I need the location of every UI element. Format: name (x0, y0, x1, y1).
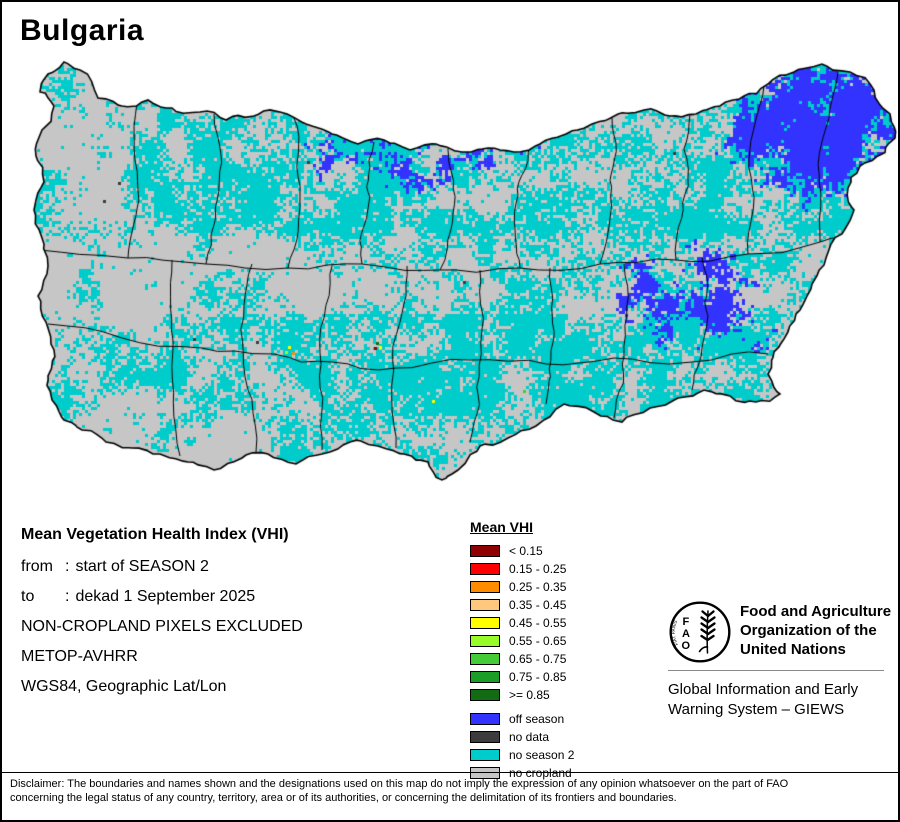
legend-row: off season (470, 710, 574, 728)
map-metadata: Mean Vegetation Health Index (VHI) from:… (21, 526, 303, 708)
legend-extra: off season no data no season 2 no cropland (470, 710, 574, 782)
from-label: from (21, 558, 53, 575)
legend-swatch (470, 599, 500, 611)
legend-row: no season 2 (470, 746, 574, 764)
fao-logo-motto: FIAT PANIS (671, 619, 679, 646)
legend-row: >= 0.85 (470, 686, 574, 704)
fao-name-line: United Nations (740, 641, 846, 658)
to-separator: : (65, 588, 70, 605)
to-line: to: dekad 1 September 2025 (21, 588, 303, 618)
legend-label: >= 0.85 (509, 688, 550, 702)
legend-row: no cropland (470, 764, 574, 782)
legend-row: 0.45 - 0.55 (470, 614, 574, 632)
legend-swatch (470, 635, 500, 647)
legend-swatch (470, 731, 500, 743)
legend-label: no data (509, 730, 550, 744)
fao-block: FIAT PANIS F A O Food and Agriculture Or… (668, 598, 891, 728)
fao-logo-letter-a: A (682, 628, 690, 640)
projection-note: WGS84, Geographic Lat/Lon (21, 678, 227, 695)
legend-row: 0.15 - 0.25 (470, 560, 574, 578)
legend-swatch (470, 581, 500, 593)
giews-line: Warning System – GIEWS (668, 701, 845, 718)
legend-swatch (470, 767, 500, 779)
fao-logo-letter-f: F (683, 616, 690, 628)
page-title: Bulgaria (20, 14, 145, 47)
legend-swatch (470, 671, 500, 683)
legend-swatch (470, 689, 500, 701)
legend: Mean VHI < 0.15 0.15 - 0.25 0.25 - 0.35 0.3… (470, 519, 574, 782)
disclaimer-line: concerning the legal status of any count… (10, 792, 677, 804)
footer-divider-line (668, 670, 884, 671)
legend-swatch (470, 617, 500, 629)
legend-swatch (470, 563, 500, 575)
legend-swatch (470, 545, 500, 557)
giews-text: Global Information and Early Warning Sys… (668, 680, 858, 720)
disclaimer-divider (2, 772, 898, 773)
fao-logo-ring (669, 601, 731, 663)
legend-title: Mean VHI (470, 519, 534, 535)
legend-row: 0.75 - 0.85 (470, 668, 574, 686)
legend-classes: < 0.15 0.15 - 0.25 0.25 - 0.35 0.35 - 0.45 0… (470, 542, 574, 704)
non-cropland-note: NON-CROPLAND PIXELS EXCLUDED (21, 618, 303, 635)
to-label: to (21, 588, 35, 605)
fao-name: Food and Agriculture Organization of the… (740, 602, 891, 659)
legend-row: 0.55 - 0.65 (470, 632, 574, 650)
legend-label: 0.75 - 0.85 (509, 670, 567, 684)
legend-label: 0.35 - 0.45 (509, 598, 567, 612)
legend-label: 0.55 - 0.65 (509, 634, 567, 648)
disclaimer: Disclaimer: The boundaries and names sho… (10, 777, 788, 805)
wheat-icon (698, 610, 716, 654)
from-value: start of SEASON 2 (75, 558, 209, 575)
legend-label: off season (509, 712, 565, 726)
legend-label: 0.25 - 0.35 (509, 580, 567, 594)
vhi-heading: Mean Vegetation Health Index (VHI) (21, 526, 289, 543)
from-line: from: start of SEASON 2 (21, 558, 303, 588)
legend-label: 0.15 - 0.25 (509, 562, 567, 576)
disclaimer-line: Disclaimer: The boundaries and names sho… (10, 778, 789, 790)
giews-line: Global Information and Early (668, 681, 859, 698)
sensor-note: METOP-AVHRR (21, 648, 138, 665)
legend-row: < 0.15 (470, 542, 574, 560)
fao-logo: FIAT PANIS F A O (669, 601, 731, 663)
fao-name-line: Food and Agriculture (740, 603, 892, 620)
legend-label: 0.45 - 0.55 (509, 616, 567, 630)
legend-label: 0.65 - 0.75 (509, 652, 567, 666)
legend-label: no cropland (509, 766, 572, 780)
bulgaria-map-canvas (2, 2, 898, 517)
legend-label: no season 2 (509, 748, 575, 762)
to-value: dekad 1 September 2025 (75, 588, 256, 605)
legend-label: < 0.15 (509, 544, 543, 558)
from-separator: : (65, 558, 70, 575)
legend-row: 0.35 - 0.45 (470, 596, 574, 614)
legend-swatch (470, 713, 500, 725)
legend-row: 0.25 - 0.35 (470, 578, 574, 596)
legend-swatch (470, 749, 500, 761)
fao-logo-letter-o: O (682, 640, 691, 652)
fao-name-line: Organization of the (740, 622, 877, 639)
legend-row: 0.65 - 0.75 (470, 650, 574, 668)
legend-row: no data (470, 728, 574, 746)
legend-swatch (470, 653, 500, 665)
